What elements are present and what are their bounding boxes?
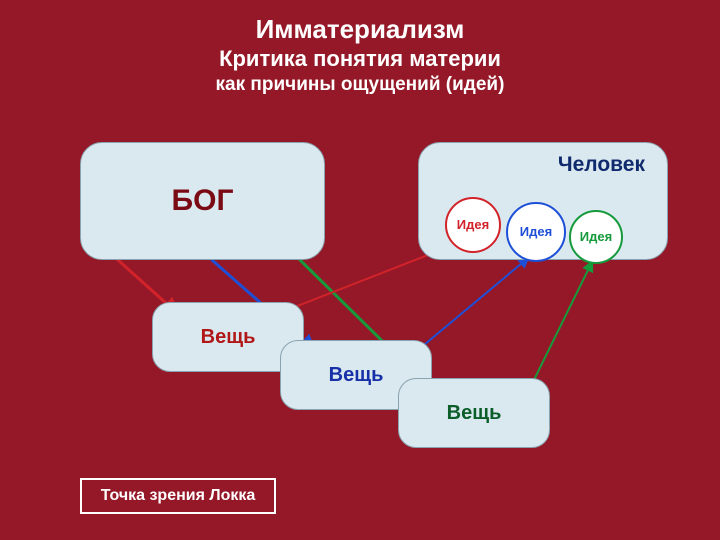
- idea-red-label: Идея: [449, 218, 497, 232]
- node-thing-blue-label: Вещь: [329, 364, 384, 387]
- footer-caption-text: Точка зрения Локка: [101, 487, 256, 505]
- footer-caption: Точка зрения Локка: [80, 478, 276, 514]
- idea-circle-red: Идея: [445, 197, 501, 253]
- idea-green-label: Идея: [573, 230, 619, 244]
- node-god: БОГ: [80, 142, 325, 260]
- node-human-label: Человек: [558, 153, 645, 177]
- title: Имматериализм: [0, 14, 720, 45]
- idea-circle-green: Идея: [569, 210, 623, 264]
- subtitle-text: Критика понятия материи: [219, 46, 501, 71]
- idea-blue-label: Идея: [510, 225, 562, 239]
- node-god-label: БОГ: [172, 184, 234, 218]
- node-thing-green-label: Вещь: [447, 402, 502, 425]
- subnote-text: как причины ощущений (идей): [216, 74, 505, 95]
- node-thing-red-label: Вещь: [201, 326, 256, 349]
- idea-circle-blue: Идея: [506, 202, 566, 262]
- title-text: Имматериализм: [256, 14, 465, 44]
- subtitle: Критика понятия материи: [0, 46, 720, 72]
- node-thing-green: Вещь: [398, 378, 550, 448]
- subnote: как причины ощущений (идей): [0, 74, 720, 96]
